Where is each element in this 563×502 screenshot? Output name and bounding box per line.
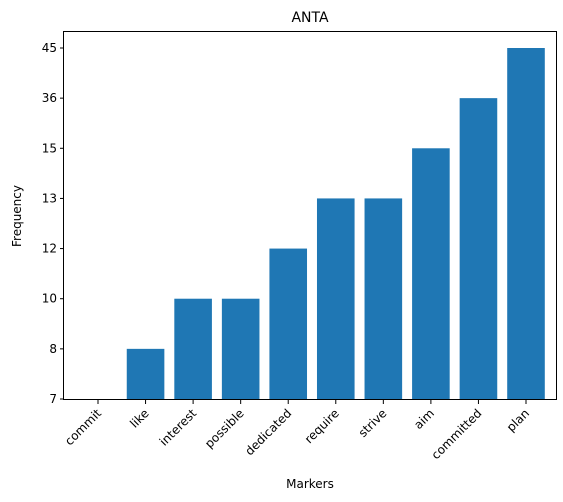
- y-tick-label: 12: [42, 242, 57, 256]
- plot-frame: [63, 31, 557, 400]
- bar-strive: [364, 198, 403, 399]
- x-tick-label-dedicated: dedicated: [242, 406, 294, 458]
- x-tick-label-possible: possible: [202, 406, 247, 451]
- x-tick-label-require: require: [302, 406, 342, 446]
- bar-plan: [507, 48, 545, 399]
- y-tick-label: 15: [42, 141, 57, 155]
- y-tick-label: 7: [49, 392, 57, 406]
- bar-like: [126, 348, 165, 399]
- x-tick-label-aim: aim: [411, 406, 437, 432]
- y-tick-label: 45: [42, 41, 57, 55]
- x-tick-label-commit: commit: [62, 406, 104, 448]
- x-tick-label-plan: plan: [504, 406, 532, 434]
- x-tick-label-strive: strive: [356, 406, 390, 440]
- bar-committed: [459, 98, 498, 400]
- x-axis-label: Markers: [286, 477, 334, 491]
- bar-require: [316, 198, 355, 399]
- y-tick-label: 13: [42, 191, 57, 205]
- y-tick-label: 36: [42, 91, 57, 105]
- bar-possible: [221, 298, 260, 399]
- x-tick-label-interest: interest: [157, 406, 200, 449]
- chart-title: ANTA: [291, 10, 329, 26]
- y-tick-label: 8: [49, 342, 57, 356]
- bar-aim: [412, 148, 450, 399]
- y-tick-label: 10: [42, 292, 57, 306]
- bar-dedicated: [269, 248, 308, 399]
- x-tick-label-committed: committed: [429, 406, 485, 462]
- bars-group: [126, 48, 545, 400]
- y-axis-label: Frequency: [10, 185, 24, 247]
- x-tick-label-like: like: [127, 406, 151, 430]
- y-axis-ticks: 7 8 10 12 13 15 36 45: [42, 41, 64, 406]
- bar-interest: [174, 298, 212, 399]
